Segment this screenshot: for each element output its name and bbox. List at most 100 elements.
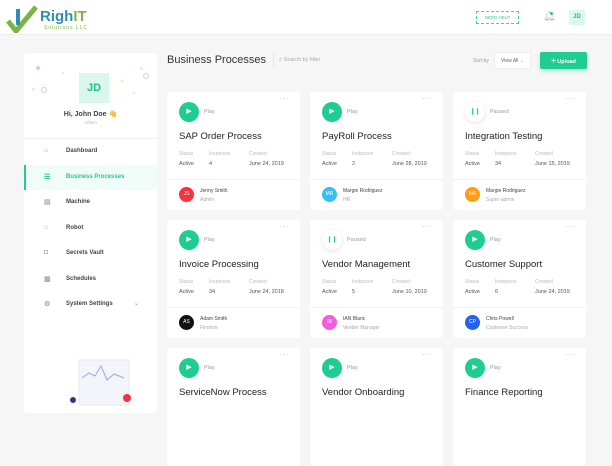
sidebar-item-dashboard[interactable]: ⌂ Dashboard xyxy=(24,139,157,164)
process-title[interactable]: Customer Support xyxy=(465,259,543,270)
process-card[interactable]: ··· ▶ Play SAP Order Process Status Insta… xyxy=(167,92,300,210)
more-options-icon[interactable]: ··· xyxy=(422,94,433,103)
play-icon: ▶ xyxy=(186,236,192,243)
confetti-decoration xyxy=(32,66,149,94)
more-options-icon[interactable]: ··· xyxy=(279,222,290,231)
process-card[interactable]: ··· ❙❙ Paused Integration Testing Status … xyxy=(453,92,586,210)
process-title[interactable]: Vendor Management xyxy=(322,259,411,270)
created-value: June 15, 2019 xyxy=(535,161,570,167)
instances-value: 6 xyxy=(495,289,499,295)
sort-select[interactable]: View All ⌄ xyxy=(494,52,531,69)
created-label: Created xyxy=(392,151,410,157)
robot-icon: ⌂ xyxy=(44,223,49,231)
play-button[interactable]: ▶ xyxy=(179,230,199,250)
process-title[interactable]: Vendor Onboarding xyxy=(322,387,405,398)
more-options-icon[interactable]: ··· xyxy=(565,350,576,359)
process-card[interactable]: ··· ▶ Play Finance Reporting xyxy=(453,348,586,466)
user-name: Margie Rodriguez xyxy=(343,188,383,194)
process-title[interactable]: SAP Order Process xyxy=(179,131,262,142)
logo-accent: IT xyxy=(73,8,87,25)
pause-button[interactable]: ❙❙ xyxy=(322,230,342,250)
plus-icon: + xyxy=(551,56,556,65)
user-role: Customer Success xyxy=(486,325,528,331)
process-card[interactable]: ··· ❙❙ Paused Vendor Management Status In… xyxy=(310,220,443,338)
user-avatar: CP xyxy=(465,315,480,330)
instances-value: 34 xyxy=(495,161,502,167)
logo[interactable]: RighIT Solutions LLC xyxy=(6,5,96,35)
more-options-icon[interactable]: ··· xyxy=(422,222,433,231)
play-button[interactable]: ▶ xyxy=(179,358,199,378)
process-state: Paused xyxy=(490,109,509,115)
play-icon: ▶ xyxy=(472,364,478,371)
instances-label: Instances xyxy=(495,279,517,285)
greeting: Hi, John Doe 👋 xyxy=(63,111,118,118)
more-options-icon[interactable]: ··· xyxy=(565,222,576,231)
sidebar-item-label: Business Processes xyxy=(66,173,125,180)
sidebar-item-label: Machine xyxy=(66,199,91,205)
more-options-icon[interactable]: ··· xyxy=(279,94,290,103)
play-button[interactable]: ▶ xyxy=(322,358,342,378)
process-card[interactable]: ··· ▶ Play Vendor Onboarding xyxy=(310,348,443,466)
header-avatar[interactable]: JD xyxy=(569,10,585,25)
sidebar-item-machine[interactable]: ▤ Machine xyxy=(24,190,157,215)
status-value: Active xyxy=(465,161,480,167)
sidebar: JD Hi, John Doe 👋 Admin ⌂ Dashboard ☰ Busin… xyxy=(24,53,157,413)
process-title[interactable]: Finance Reporting xyxy=(465,387,543,398)
instances-value: 4 xyxy=(209,161,213,167)
sidebar-item-secrets-vault[interactable]: ◘ Secrets Vault xyxy=(24,241,157,266)
user-name: IAN Blanc xyxy=(343,316,366,322)
sidebar-item-label: System Settings xyxy=(66,301,113,307)
process-card[interactable]: ··· ▶ Play Invoice Processing Status Inst… xyxy=(167,220,300,338)
profile-avatar: JD xyxy=(79,73,109,103)
process-state: Play xyxy=(204,237,215,243)
user-role: Finance xyxy=(200,325,218,331)
bell-icon[interactable]: 🔔︎ xyxy=(543,11,556,22)
process-card[interactable]: ··· ▶ Play ServiceNow Process xyxy=(167,348,300,466)
process-title[interactable]: Invoice Processing xyxy=(179,259,259,270)
play-icon: ▶ xyxy=(472,236,478,243)
pause-icon: ❙❙ xyxy=(469,109,481,115)
more-options-icon[interactable]: ··· xyxy=(422,350,433,359)
process-state: Play xyxy=(490,237,501,243)
sidebar-item-system-settings[interactable]: ⚙ System Settings ⌄ xyxy=(24,292,157,317)
need-help-button[interactable]: NEED HELP xyxy=(476,11,519,24)
calendar-icon: ▦ xyxy=(44,275,51,283)
status-label: Status xyxy=(465,279,480,285)
search-input[interactable]: ⌕ Search by filter xyxy=(279,57,320,64)
sort-value: View All xyxy=(501,58,519,64)
play-button[interactable]: ▶ xyxy=(179,102,199,122)
created-value: June 24, 2019 xyxy=(535,289,570,295)
divider xyxy=(24,138,157,139)
notification-dot xyxy=(550,12,553,15)
divider xyxy=(453,307,586,308)
created-label: Created xyxy=(392,279,410,285)
created-value: June 24, 2019 xyxy=(249,161,284,167)
process-state: Play xyxy=(347,365,358,371)
play-button[interactable]: ▶ xyxy=(322,102,342,122)
created-label: Created xyxy=(249,151,267,157)
divider xyxy=(310,179,443,180)
chevron-down-icon[interactable]: ⌄ xyxy=(134,301,140,307)
pause-button[interactable]: ❙❙ xyxy=(465,102,485,122)
status-label: Status xyxy=(179,151,194,157)
created-label: Created xyxy=(535,151,553,157)
upload-button[interactable]: + Upload xyxy=(540,52,587,69)
process-state: Play xyxy=(490,365,501,371)
sidebar-item-business-processes[interactable]: ☰ Business Processes xyxy=(24,164,157,190)
play-button[interactable]: ▶ xyxy=(465,358,485,378)
more-options-icon[interactable]: ··· xyxy=(565,94,576,103)
process-card[interactable]: ··· ▶ Play Customer Support Status Instan… xyxy=(453,220,586,338)
sidebar-item-schedules[interactable]: ▦ Schedules xyxy=(24,267,157,292)
process-state: Play xyxy=(347,109,358,115)
process-title[interactable]: Integration Testing xyxy=(465,131,543,142)
user-role: Super admin xyxy=(486,197,515,203)
status-label: Status xyxy=(179,279,194,285)
sidebar-item-robot[interactable]: ⌂ Robot xyxy=(24,216,157,241)
more-options-icon[interactable]: ··· xyxy=(279,350,290,359)
process-title[interactable]: ServiceNow Process xyxy=(179,387,267,398)
created-value: June 28, 2019 xyxy=(392,161,427,167)
process-title[interactable]: PayRoll Process xyxy=(322,131,392,142)
process-card[interactable]: ··· ▶ Play PayRoll Process Status Instanc… xyxy=(310,92,443,210)
search-placeholder: Search by filter xyxy=(283,57,321,63)
play-button[interactable]: ▶ xyxy=(465,230,485,250)
